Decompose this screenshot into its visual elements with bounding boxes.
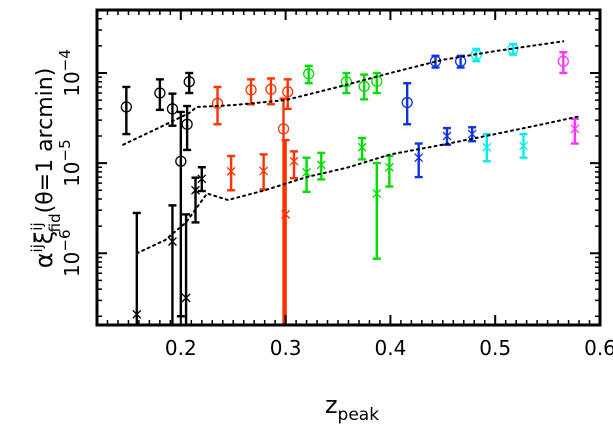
data-point-cross	[570, 124, 580, 134]
data-point-circle	[277, 123, 290, 135]
data-point-circle	[211, 97, 224, 110]
data-point-cross	[467, 129, 477, 139]
data-point-circle	[340, 76, 353, 88]
data-point-circle	[154, 87, 166, 99]
data-point-circle	[401, 96, 413, 109]
y-axis-title-sup2: ij	[28, 222, 46, 230]
axis-ticks: 0.2 0.3 0.4 0.5 0.6 10−6 10−5 10−4	[56, 9, 613, 360]
data-point-cross	[226, 166, 236, 176]
data-point-cross	[181, 293, 191, 303]
y-axis-title-sup1: ij	[28, 244, 46, 252]
data-point-cross	[384, 162, 394, 172]
data-point-cross	[357, 142, 367, 152]
data-point-circle	[507, 43, 519, 55]
data-point-circle	[265, 83, 277, 95]
data-point-circle	[245, 84, 257, 96]
model-line	[135, 115, 580, 255]
y-tick-label: 10−4	[56, 49, 84, 97]
data-point-circle	[470, 48, 482, 61]
data-point-cross	[302, 167, 312, 177]
data-point-cross	[197, 174, 207, 184]
data-point-circle	[303, 68, 315, 80]
data-point-cross	[372, 189, 382, 198]
y-axis-title-xi: ξ	[30, 231, 58, 244]
x-axis-title-sub: peak	[338, 405, 380, 425]
y-tick-label: 10−5	[56, 139, 84, 187]
data-point-circle	[166, 103, 179, 115]
y-tick-label: 10−6	[56, 229, 84, 277]
data-point-circle	[120, 101, 132, 113]
data-point-cross	[167, 237, 177, 246]
x-tick-label: 0.5	[479, 336, 511, 360]
data-point-cross	[316, 160, 326, 170]
y-axis-title-tail: (θ=1 arcmin)	[33, 68, 58, 214]
y-axis-title: αijξijfid(θ=1 arcmin)	[28, 68, 64, 269]
model-line	[122, 40, 565, 146]
x-axis-title: zpeak	[325, 391, 379, 425]
data-point-circle	[557, 55, 569, 67]
data-point-circle	[183, 76, 195, 88]
model-lines	[122, 40, 580, 255]
y-axis-title-alpha: α	[30, 252, 58, 268]
data-point-circle	[181, 118, 193, 130]
data-point-cross	[482, 142, 492, 152]
data-point-circle	[282, 86, 294, 98]
data-point-circle	[454, 55, 467, 67]
data-point-cross	[414, 153, 424, 163]
x-tick-label: 0.3	[270, 336, 302, 360]
data-point-cross	[259, 166, 269, 176]
data-point-circle	[358, 80, 370, 93]
data-point-cross	[281, 209, 291, 219]
data-point-cross	[519, 141, 528, 151]
data-point-cross	[132, 309, 142, 319]
x-tick-label: 0.6	[584, 336, 613, 360]
data-point-circle	[175, 155, 187, 167]
data-point-cross	[442, 131, 452, 141]
data-point-cross	[191, 185, 200, 195]
data-point-cross	[289, 156, 299, 166]
y-axis-title-sub: fid	[46, 213, 64, 232]
x-tick-label: 0.4	[375, 336, 407, 360]
x-tick-label: 0.2	[165, 336, 197, 360]
x-axis-title-main: z	[325, 391, 338, 419]
series-layer	[120, 42, 580, 325]
